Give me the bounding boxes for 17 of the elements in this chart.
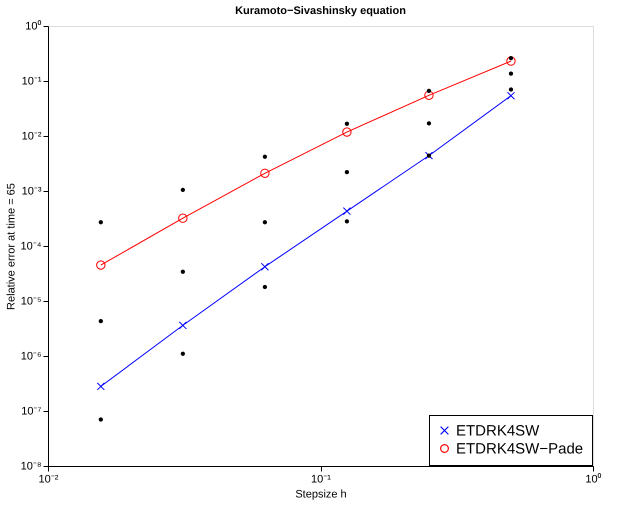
y-tick-label: 10⁻² (22, 130, 42, 142)
y-tick-label: 10⁻³ (22, 186, 42, 198)
x-tick-label: 10⁻¹ (311, 474, 332, 486)
y-tick-label: 10⁻⁴ (20, 240, 42, 252)
y-axis-title: Relative error at time = 65 (6, 183, 18, 310)
legend-label: ETDRK4SW−Pade (456, 440, 584, 458)
x-tick-label: 10⁻² (38, 474, 59, 486)
legend-label: ETDRK4SW (456, 422, 540, 440)
y-tick-label: 10⁻⁵ (20, 296, 42, 308)
y-tick-label: 10⁻¹ (22, 76, 42, 88)
y-tick-label: 10⁻⁶ (20, 350, 42, 362)
y-tick-label: 10⁻⁷ (21, 406, 42, 418)
y-tick-label: 10⁻⁸ (20, 460, 42, 472)
x-axis-title: Stepsize h (295, 488, 347, 500)
chart-title: Kuramoto−Sivashinsky equation (235, 5, 406, 17)
y-tick-label: 10⁰ (25, 20, 42, 32)
x-tick-label: 10⁰ (585, 472, 602, 486)
